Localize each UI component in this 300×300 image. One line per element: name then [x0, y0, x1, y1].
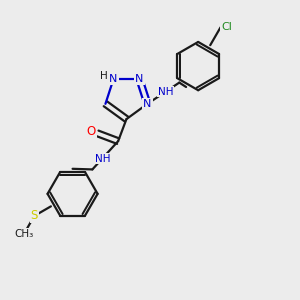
Text: O: O	[87, 124, 96, 138]
Text: N: N	[135, 74, 144, 84]
Text: NH: NH	[94, 154, 110, 164]
Text: S: S	[31, 209, 38, 222]
Text: NH: NH	[158, 87, 174, 97]
Text: N: N	[109, 74, 118, 84]
Text: Cl: Cl	[221, 22, 232, 32]
Text: N: N	[143, 99, 152, 109]
Text: CH₃: CH₃	[14, 229, 34, 239]
Text: H: H	[100, 70, 108, 81]
